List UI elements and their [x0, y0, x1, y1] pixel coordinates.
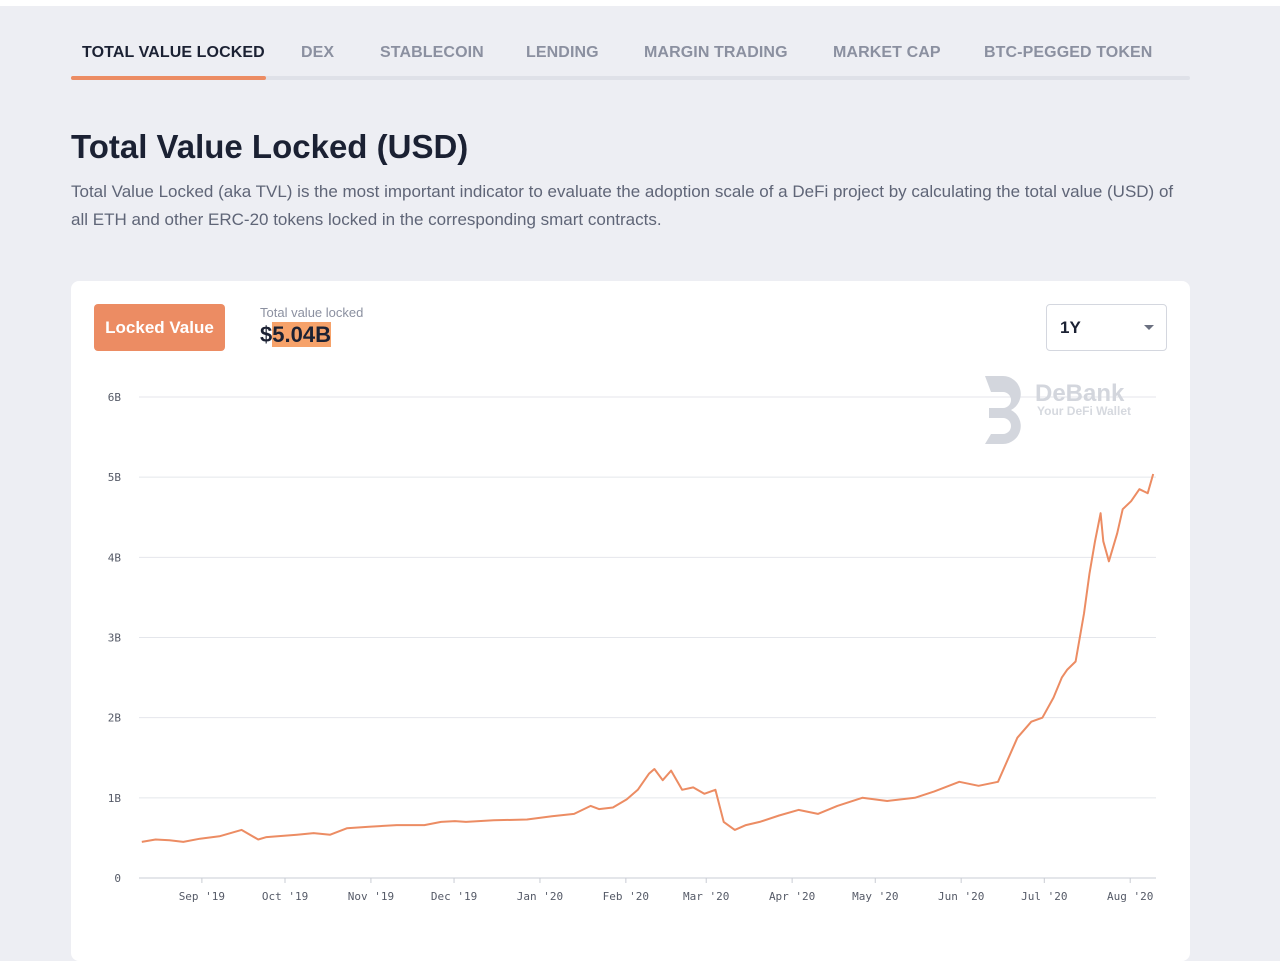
debank-watermark: DeBank Your DeFi Wallet [985, 376, 1131, 444]
tab-lending[interactable]: LENDING [526, 44, 599, 61]
y-tick-label: 2B [108, 712, 122, 725]
y-axis-ticks: 0 1B 2B 3B 4B 5B 6B [108, 391, 122, 885]
y-tick-label: 6B [108, 391, 122, 404]
page-description: Total Value Locked (aka TVL) is the most… [71, 182, 1174, 229]
y-tick-label: 5B [108, 471, 122, 484]
chevron-down-icon [1144, 325, 1154, 330]
y-tick-label: 0 [114, 872, 121, 885]
tab-margin-trading[interactable]: MARGIN TRADING [644, 44, 788, 61]
x-tick-label: Dec '19 [431, 890, 477, 903]
x-tick-label: Mar '20 [683, 890, 729, 903]
tvl-amount: 5.04B [272, 322, 331, 347]
tab-stablecoin[interactable]: STABLECOIN [380, 44, 484, 61]
time-range-value: 1Y [1060, 318, 1081, 337]
category-tabs: TOTAL VALUE LOCKED DEX STABLECOIN LENDIN… [71, 34, 1190, 80]
locked-value-button[interactable]: Locked Value [94, 304, 225, 351]
tvl-currency: $ [260, 322, 273, 347]
tab-total-value-locked[interactable]: TOTAL VALUE LOCKED [82, 44, 265, 61]
x-tick-label: Sep '19 [179, 890, 225, 903]
active-tab-indicator [71, 76, 266, 80]
x-tick-label: Aug '20 [1107, 890, 1153, 903]
top-band [0, 0, 1280, 6]
watermark-tagline: Your DeFi Wallet [1037, 404, 1131, 418]
series-line-tvl [141, 473, 1155, 843]
y-tick-label: 1B [108, 792, 122, 805]
watermark-brand: DeBank [1035, 380, 1125, 407]
chart-gridlines [139, 396, 1156, 879]
x-tick-label: Jan '20 [517, 890, 563, 903]
x-tick-label: Oct '19 [262, 890, 308, 903]
x-tick-label: Nov '19 [348, 890, 394, 903]
x-tick-label: May '20 [852, 890, 898, 903]
y-tick-label: 3B [108, 632, 122, 645]
tvl-label: Total value locked [260, 305, 364, 320]
x-axis-ticks: Sep '19 Oct '19 Nov '19 Dec '19 Jan '20 Feb '… [179, 878, 1153, 903]
page-title: Total Value Locked (USD) [71, 128, 469, 165]
x-tick-label: Feb '20 [603, 890, 649, 903]
time-range-select[interactable]: 1Y [1046, 304, 1167, 351]
debank-logo-icon [985, 376, 1021, 444]
tvl-value: $5.04B [260, 322, 331, 348]
tabs-divider [71, 76, 1190, 80]
tab-btc-pegged-token[interactable]: BTC-PEGGED TOKEN [984, 44, 1153, 61]
tvl-chart-card: Locked Value Total value locked $5.04B 1… [71, 281, 1190, 961]
tab-dex[interactable]: DEX [301, 44, 335, 61]
tvl-line-chart: 0 1B 2B 3B 4B 5B 6B Sep '19 Oct '19 Nov '19 Dec '… [108, 376, 1156, 903]
x-tick-label: Apr '20 [769, 890, 815, 903]
y-tick-label: 4B [108, 551, 122, 564]
x-tick-label: Jun '20 [938, 890, 984, 903]
x-tick-label: Jul '20 [1021, 890, 1067, 903]
tab-market-cap[interactable]: MARKET CAP [833, 44, 941, 61]
